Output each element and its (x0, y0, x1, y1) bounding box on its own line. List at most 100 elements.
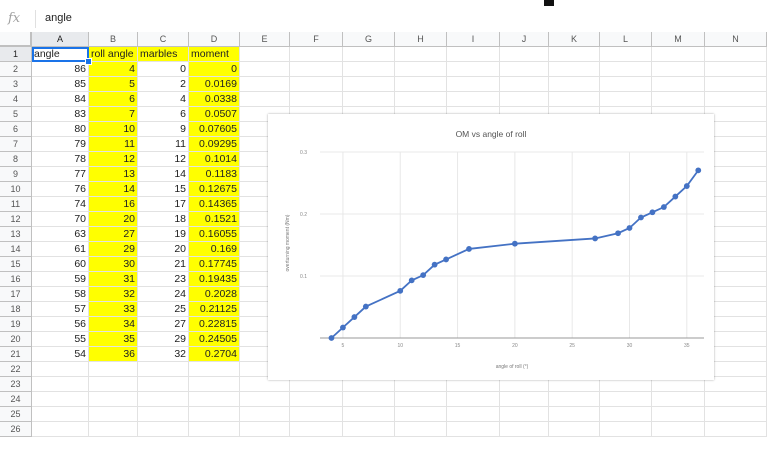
cell-g25[interactable] (343, 407, 395, 422)
cell-b12[interactable]: 20 (89, 212, 138, 227)
spreadsheet-grid[interactable]: A B C D E F G H I J K L M N 1 angle roll angle marbles mom… (0, 32, 767, 464)
cell-c18[interactable]: 25 (138, 302, 189, 317)
cell-l1[interactable] (600, 47, 652, 62)
cell-j24[interactable] (500, 392, 549, 407)
cell-c14[interactable]: 20 (138, 242, 189, 257)
cell-n14[interactable] (705, 242, 767, 257)
column-header-i[interactable]: I (447, 32, 500, 47)
row-header-19[interactable]: 19 (0, 317, 32, 332)
cell-b10[interactable]: 14 (89, 182, 138, 197)
cell-c5[interactable]: 6 (138, 107, 189, 122)
column-header-f[interactable]: F (290, 32, 343, 47)
cell-b22[interactable] (89, 362, 138, 377)
cell-h24[interactable] (395, 392, 447, 407)
row-header-24[interactable]: 24 (0, 392, 32, 407)
cell-a11[interactable]: 74 (32, 197, 89, 212)
cell-n26[interactable] (705, 422, 767, 437)
cell-i26[interactable] (447, 422, 500, 437)
cell-n3[interactable] (705, 77, 767, 92)
cell-e25[interactable] (240, 407, 290, 422)
row-header-21[interactable]: 21 (0, 347, 32, 362)
cell-f26[interactable] (290, 422, 343, 437)
cell-b24[interactable] (89, 392, 138, 407)
cell-b13[interactable]: 27 (89, 227, 138, 242)
row-header-23[interactable]: 23 (0, 377, 32, 392)
cell-a18[interactable]: 57 (32, 302, 89, 317)
cell-d26[interactable] (189, 422, 240, 437)
cell-b9[interactable]: 13 (89, 167, 138, 182)
cell-c12[interactable]: 18 (138, 212, 189, 227)
formula-input[interactable]: angle (45, 12, 72, 24)
cell-n5[interactable] (705, 107, 767, 122)
row-header-3[interactable]: 3 (0, 77, 32, 92)
cell-a10[interactable]: 76 (32, 182, 89, 197)
cell-d7[interactable]: 0.09295 (189, 137, 240, 152)
cell-d23[interactable] (189, 377, 240, 392)
cell-l24[interactable] (600, 392, 652, 407)
cell-c26[interactable] (138, 422, 189, 437)
cell-e23[interactable] (240, 377, 290, 392)
column-header-l[interactable]: L (600, 32, 652, 47)
column-header-a[interactable]: A (32, 32, 89, 47)
cell-a8[interactable]: 78 (32, 152, 89, 167)
row-header-12[interactable]: 12 (0, 212, 32, 227)
cell-g2[interactable] (343, 62, 395, 77)
cell-d24[interactable] (189, 392, 240, 407)
cell-a20[interactable]: 55 (32, 332, 89, 347)
cell-b20[interactable]: 35 (89, 332, 138, 347)
cell-l3[interactable] (600, 77, 652, 92)
cell-n24[interactable] (705, 392, 767, 407)
cell-n16[interactable] (705, 272, 767, 287)
cell-j23[interactable] (500, 377, 549, 392)
cell-a21[interactable]: 54 (32, 347, 89, 362)
cell-i2[interactable] (447, 62, 500, 77)
cell-c10[interactable]: 15 (138, 182, 189, 197)
cell-c8[interactable]: 12 (138, 152, 189, 167)
cell-h2[interactable] (395, 62, 447, 77)
cell-m1[interactable] (652, 47, 705, 62)
cell-e3[interactable] (240, 77, 290, 92)
cell-a23[interactable] (32, 377, 89, 392)
cell-l25[interactable] (600, 407, 652, 422)
cell-c2[interactable]: 0 (138, 62, 189, 77)
cell-d20[interactable]: 0.24505 (189, 332, 240, 347)
cell-d17[interactable]: 0.2028 (189, 287, 240, 302)
cell-b2[interactable]: 4 (89, 62, 138, 77)
cell-n15[interactable] (705, 257, 767, 272)
cell-d9[interactable]: 0.1183 (189, 167, 240, 182)
row-header-16[interactable]: 16 (0, 272, 32, 287)
cell-a3[interactable]: 85 (32, 77, 89, 92)
cell-k24[interactable] (549, 392, 600, 407)
cell-n18[interactable] (705, 302, 767, 317)
cell-n12[interactable] (705, 212, 767, 227)
cell-a14[interactable]: 61 (32, 242, 89, 257)
cell-m25[interactable] (652, 407, 705, 422)
cell-f4[interactable] (290, 92, 343, 107)
cell-b11[interactable]: 16 (89, 197, 138, 212)
cell-n2[interactable] (705, 62, 767, 77)
row-header-10[interactable]: 10 (0, 182, 32, 197)
cell-j4[interactable] (500, 92, 549, 107)
row-header-5[interactable]: 5 (0, 107, 32, 122)
cell-b15[interactable]: 30 (89, 257, 138, 272)
cell-d2[interactable]: 0 (189, 62, 240, 77)
cell-n6[interactable] (705, 122, 767, 137)
cell-d10[interactable]: 0.12675 (189, 182, 240, 197)
cell-e1[interactable] (240, 47, 290, 62)
cell-l2[interactable] (600, 62, 652, 77)
cell-a15[interactable]: 60 (32, 257, 89, 272)
cell-d11[interactable]: 0.14365 (189, 197, 240, 212)
row-header-18[interactable]: 18 (0, 302, 32, 317)
cell-a5[interactable]: 83 (32, 107, 89, 122)
column-header-m[interactable]: M (652, 32, 705, 47)
row-header-6[interactable]: 6 (0, 122, 32, 137)
cell-c15[interactable]: 21 (138, 257, 189, 272)
cell-c16[interactable]: 23 (138, 272, 189, 287)
cell-d12[interactable]: 0.1521 (189, 212, 240, 227)
cell-c24[interactable] (138, 392, 189, 407)
cell-n9[interactable] (705, 167, 767, 182)
row-header-14[interactable]: 14 (0, 242, 32, 257)
row-header-20[interactable]: 20 (0, 332, 32, 347)
cell-n8[interactable] (705, 152, 767, 167)
cell-b8[interactable]: 12 (89, 152, 138, 167)
